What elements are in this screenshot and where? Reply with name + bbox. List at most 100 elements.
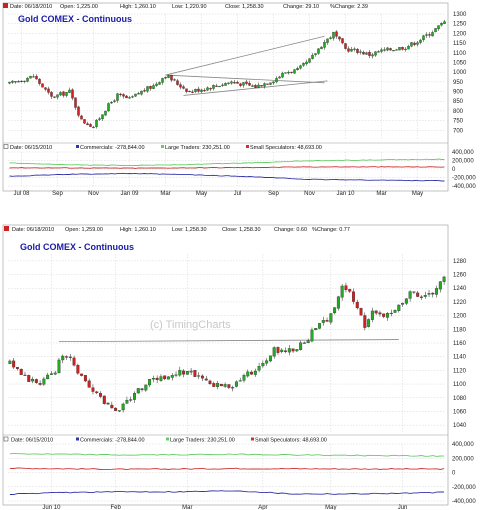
short-candle-106 [408, 291, 412, 299]
short-candle-94 [363, 315, 367, 328]
long-cot-lines [9, 158, 445, 182]
long-candle-68 [212, 85, 215, 89]
short-candle-80 [310, 329, 314, 342]
short-small-speculators-swatch [251, 437, 254, 441]
short-candle-8 [38, 383, 42, 385]
short-candle-93 [359, 308, 363, 316]
long-candle-82 [254, 85, 257, 88]
short-trendlines [58, 339, 399, 343]
long-candle-126 [386, 47, 389, 51]
long-candle-25 [83, 119, 86, 124]
long-candle-4 [20, 80, 23, 83]
long-candle-107 [329, 37, 332, 39]
short-candle-25 [102, 395, 106, 404]
short-cot-commercials: Commercials: -278,844.00 [80, 438, 145, 444]
short-candle-28 [114, 407, 118, 411]
long-candle-14 [50, 92, 53, 97]
long-candle-54 [170, 74, 173, 81]
short-candle-98 [378, 312, 382, 315]
long-candle-34 [110, 102, 113, 104]
long-candle-13 [47, 88, 50, 93]
long-candle-1 [11, 80, 14, 83]
long-candle-142 [434, 28, 437, 33]
long-cot-y-tick-label-4: -400,000 [452, 184, 476, 190]
long-candle-81 [251, 85, 254, 87]
long-candle-2 [14, 81, 17, 83]
short-y-tick-label-4: 1200 [453, 314, 467, 320]
long-candle-45 [143, 90, 146, 92]
long-candle-47 [149, 86, 152, 89]
long-candle-74 [230, 81, 233, 84]
short-x-tick-label-3: Apr [258, 505, 267, 510]
long-candle-119 [365, 52, 368, 55]
short-cot-axis: 400,000 200,000 0 -200,000 -400,000 [452, 442, 476, 505]
short-price-axis: 1280 1260 1240 1220 1200 1180 1160 1140 1120 1100… [453, 259, 467, 429]
long-y-tick-label-3: 1150 [453, 41, 467, 47]
short-chart-svg: Date: 06/18/2010 Open: 1,259.00 High: 1,… [2, 224, 476, 510]
short-candle-71 [276, 347, 280, 353]
long-small-speculators-swatch [246, 145, 249, 148]
short-candle-97 [374, 310, 378, 314]
short-chart-frame [2, 224, 449, 506]
long-cot-large-traders: Large Traders: 230,251.00 [165, 145, 230, 151]
short-candle-45 [178, 370, 182, 376]
short-candle-34 [136, 388, 140, 394]
short-x-axis: Jun 10 Feb Mar Apr May Jun [42, 505, 407, 510]
long-candle-133 [407, 45, 410, 50]
short-candle-6 [31, 378, 35, 382]
long-cot-line-large-traders [9, 158, 445, 167]
long-candle-127 [389, 48, 392, 51]
short-candle-7 [34, 379, 38, 383]
short-candle-77 [299, 342, 303, 350]
long-cot-date: Date: 06/15/2010 [10, 145, 52, 151]
short-candle-107 [412, 291, 416, 293]
short-candle-36 [144, 384, 148, 391]
long-candle-59 [185, 88, 188, 92]
short-y-tick-label-5: 1180 [453, 327, 467, 333]
short-candle-31 [125, 399, 129, 404]
short-cot-large-traders: Large Traders: 230,251.00 [170, 438, 235, 444]
short-watermark: (c) TimingCharts [150, 319, 231, 331]
long-candle-102 [314, 53, 317, 55]
short-cot-y-tick-label-4: -400,000 [452, 499, 476, 505]
long-candle-110 [338, 36, 341, 40]
long-candle-57 [179, 84, 182, 88]
long-candle-58 [182, 86, 185, 89]
short-candle-14 [61, 355, 65, 361]
short-candle-51 [200, 375, 204, 379]
long-y-tick-label-9: 850 [453, 99, 464, 105]
long-cot-commercials: Commercials: -278,844.00 [80, 145, 145, 151]
short-candle-91 [352, 291, 355, 302]
long-candle-22 [74, 97, 77, 108]
long-candle-89 [275, 78, 278, 83]
long-x-tick-label-1: Sep [52, 191, 63, 197]
long-candle-122 [374, 51, 377, 56]
long-candle-55 [173, 79, 176, 81]
short-candle-101 [389, 312, 393, 315]
short-candle-105 [404, 298, 408, 304]
long-candle-93 [287, 72, 290, 74]
short-candle-115 [442, 276, 446, 282]
short-chart-title: Gold COMEX - Continuous [20, 242, 134, 252]
short-cot-y-tick-label-3: -200,000 [452, 485, 476, 491]
long-candle-42 [134, 93, 137, 97]
short-header-open: Open: 1,259.00 [65, 227, 103, 233]
short-candle-50 [197, 375, 201, 377]
long-header-high: High: 1,260.10 [120, 4, 156, 10]
long-candle-35 [113, 100, 116, 102]
long-candle-105 [323, 42, 326, 48]
short-cot-marker [3, 436, 9, 442]
short-candle-43 [170, 375, 174, 378]
long-x-tick-label-4: Mar [160, 191, 170, 197]
long-candle-80 [248, 82, 251, 86]
long-y-tick-label-2: 1200 [453, 31, 467, 37]
long-x-tick-label-10: Mar [376, 191, 386, 197]
short-candle-58 [227, 384, 231, 388]
short-candle-113 [435, 288, 439, 295]
short-commercials-swatch [76, 437, 79, 441]
short-candle-56 [219, 383, 223, 387]
short-candle-40 [159, 376, 163, 381]
svg-text:Date: 06/15/2010 Commerc: Date: 06/15/2010 Commercials: -278,844.0… [11, 438, 327, 444]
short-candle-20 [83, 375, 87, 382]
short-candle-92 [355, 301, 359, 309]
